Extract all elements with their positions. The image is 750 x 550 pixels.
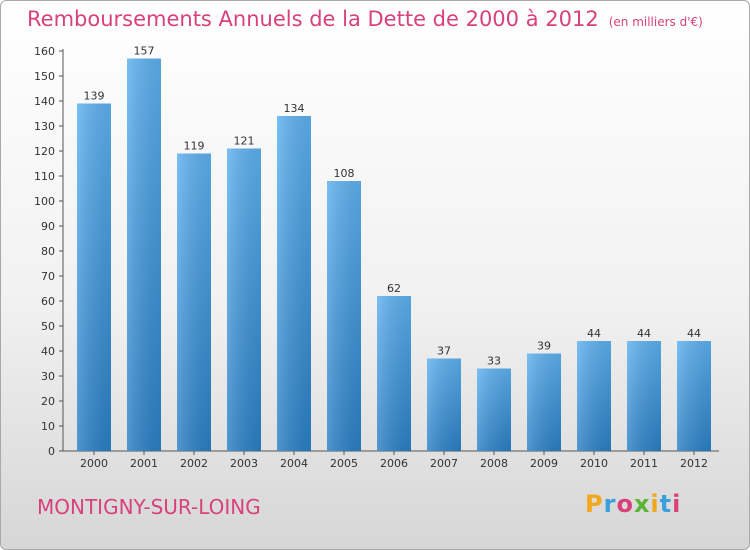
- x-tick-label: 2007: [430, 457, 458, 470]
- y-tick-label: 90: [41, 220, 55, 233]
- bar-shade: [577, 341, 611, 451]
- x-tick-label: 2011: [630, 457, 658, 470]
- x-tick-label: 2008: [480, 457, 508, 470]
- x-tick-label: 2004: [280, 457, 308, 470]
- y-tick-label: 0: [48, 445, 55, 458]
- logo-letter: o: [616, 490, 634, 518]
- chart-title: Remboursements Annuels de la Dette de 20…: [27, 7, 703, 31]
- bar-shade: [327, 181, 361, 451]
- bar-shade: [177, 153, 211, 451]
- x-tick-label: 2005: [330, 457, 358, 470]
- bar-shade: [77, 103, 111, 451]
- bar-value-label: 37: [437, 345, 451, 358]
- bar-shade: [227, 148, 261, 451]
- logo-letter: r: [603, 490, 617, 518]
- y-tick-label: 80: [41, 245, 55, 258]
- y-tick-label: 10: [41, 420, 55, 433]
- y-tick-label: 70: [41, 270, 55, 283]
- bar-value-label: 134: [284, 102, 305, 115]
- y-tick-label: 50: [41, 320, 55, 333]
- bar-value-label: 44: [587, 327, 601, 340]
- y-tick-label: 60: [41, 295, 55, 308]
- bar-shade: [427, 358, 461, 451]
- x-tick-label: 2001: [130, 457, 158, 470]
- y-tick-label: 20: [41, 395, 55, 408]
- bar-value-label: 62: [387, 282, 401, 295]
- bar-shade: [527, 353, 561, 451]
- unit-label: (en milliers d'€): [608, 15, 703, 29]
- bar-shade: [677, 341, 711, 451]
- bar-shade: [127, 58, 161, 451]
- bar-value-label: 108: [334, 167, 355, 180]
- bar-value-label: 33: [487, 355, 501, 368]
- proxiti-logo: Proxiti: [585, 490, 681, 518]
- x-tick-label: 2000: [80, 457, 108, 470]
- x-tick-label: 2006: [380, 457, 408, 470]
- y-tick-label: 130: [34, 120, 55, 133]
- chart-title-text: Remboursements Annuels de la Dette de 20…: [27, 7, 599, 31]
- logo-letter: i: [672, 490, 682, 518]
- bar-value-label: 121: [234, 135, 255, 148]
- logo-letter: i: [650, 490, 660, 518]
- bar-shade: [277, 116, 311, 451]
- bar-value-label: 139: [84, 90, 105, 103]
- y-tick-label: 160: [34, 45, 55, 58]
- x-tick-label: 2002: [180, 457, 208, 470]
- bar-shade: [377, 296, 411, 451]
- logo-letter: x: [633, 490, 651, 518]
- logo-letter: t: [659, 490, 673, 518]
- bar-value-label: 44: [637, 327, 651, 340]
- bar-value-label: 119: [184, 140, 205, 153]
- y-tick-label: 30: [41, 370, 55, 383]
- logo-letter: P: [585, 490, 604, 518]
- y-tick-label: 40: [41, 345, 55, 358]
- bar-value-label: 39: [537, 340, 551, 353]
- y-tick-label: 140: [34, 95, 55, 108]
- y-tick-label: 150: [34, 70, 55, 83]
- x-tick-label: 2012: [680, 457, 708, 470]
- bar-value-label: 44: [687, 327, 701, 340]
- y-tick-label: 100: [34, 195, 55, 208]
- y-tick-label: 110: [34, 170, 55, 183]
- x-tick-label: 2003: [230, 457, 258, 470]
- bar-value-label: 157: [134, 45, 155, 58]
- commune-name: MONTIGNY-SUR-LOING: [37, 495, 261, 519]
- x-tick-label: 2010: [580, 457, 608, 470]
- y-tick-label: 120: [34, 145, 55, 158]
- x-tick-label: 2009: [530, 457, 558, 470]
- bar-shade: [627, 341, 661, 451]
- bar-shade: [477, 368, 511, 451]
